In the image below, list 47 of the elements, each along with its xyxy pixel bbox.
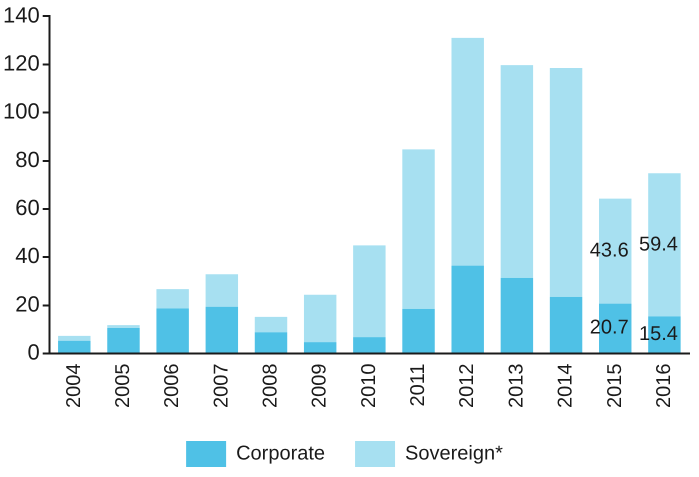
x-tick-label: 2013 — [505, 364, 528, 408]
data-label: 43.6 — [590, 240, 629, 262]
y-tick-label: 20 — [15, 291, 40, 316]
x-tick-label: 2006 — [161, 364, 184, 408]
bar — [353, 337, 386, 353]
bar — [550, 296, 582, 353]
bar — [451, 266, 484, 353]
legend-label: Sovereign* — [405, 442, 504, 465]
y-tick-label: 80 — [15, 146, 40, 172]
bar — [156, 308, 189, 353]
y-tick-label: 0 — [27, 340, 40, 365]
x-tick-label: 2004 — [62, 364, 85, 408]
data-label: 59.4 — [638, 233, 678, 256]
x-tick-label: 2008 — [260, 364, 282, 408]
bar — [107, 328, 140, 353]
bar — [304, 342, 336, 353]
bar — [58, 336, 91, 341]
bar — [500, 65, 534, 278]
x-tick-label: 2015 — [604, 364, 626, 408]
x-tick-label: 2014 — [554, 364, 577, 408]
y-tick-label: 120 — [2, 50, 40, 76]
bar — [402, 149, 435, 309]
bar — [451, 38, 484, 266]
bar — [254, 316, 288, 332]
bar — [107, 325, 140, 328]
x-tick-label: 2010 — [358, 364, 380, 408]
x-tick-label: 2011 — [407, 364, 430, 407]
bar — [550, 68, 582, 297]
bar — [402, 308, 435, 353]
bar — [206, 274, 238, 307]
x-tick-label: 2016 — [652, 364, 675, 408]
y-tick-label: 140 — [2, 2, 40, 28]
y-tick-label: 40 — [15, 243, 40, 268]
bar — [206, 306, 238, 353]
x-tick-label: 2009 — [308, 364, 331, 408]
x-tick-label: 2007 — [210, 364, 232, 408]
bar — [500, 278, 534, 353]
bar — [304, 294, 336, 342]
x-tick-label: 2012 — [456, 364, 478, 408]
x-tick-label: 2005 — [112, 364, 134, 408]
y-tick-label: 60 — [15, 195, 40, 220]
legend-label: Corporate — [236, 442, 326, 465]
bar — [254, 332, 288, 353]
y-tick-label: 100 — [2, 98, 40, 124]
bar — [156, 289, 189, 308]
bar — [58, 340, 91, 353]
bar — [353, 245, 386, 338]
